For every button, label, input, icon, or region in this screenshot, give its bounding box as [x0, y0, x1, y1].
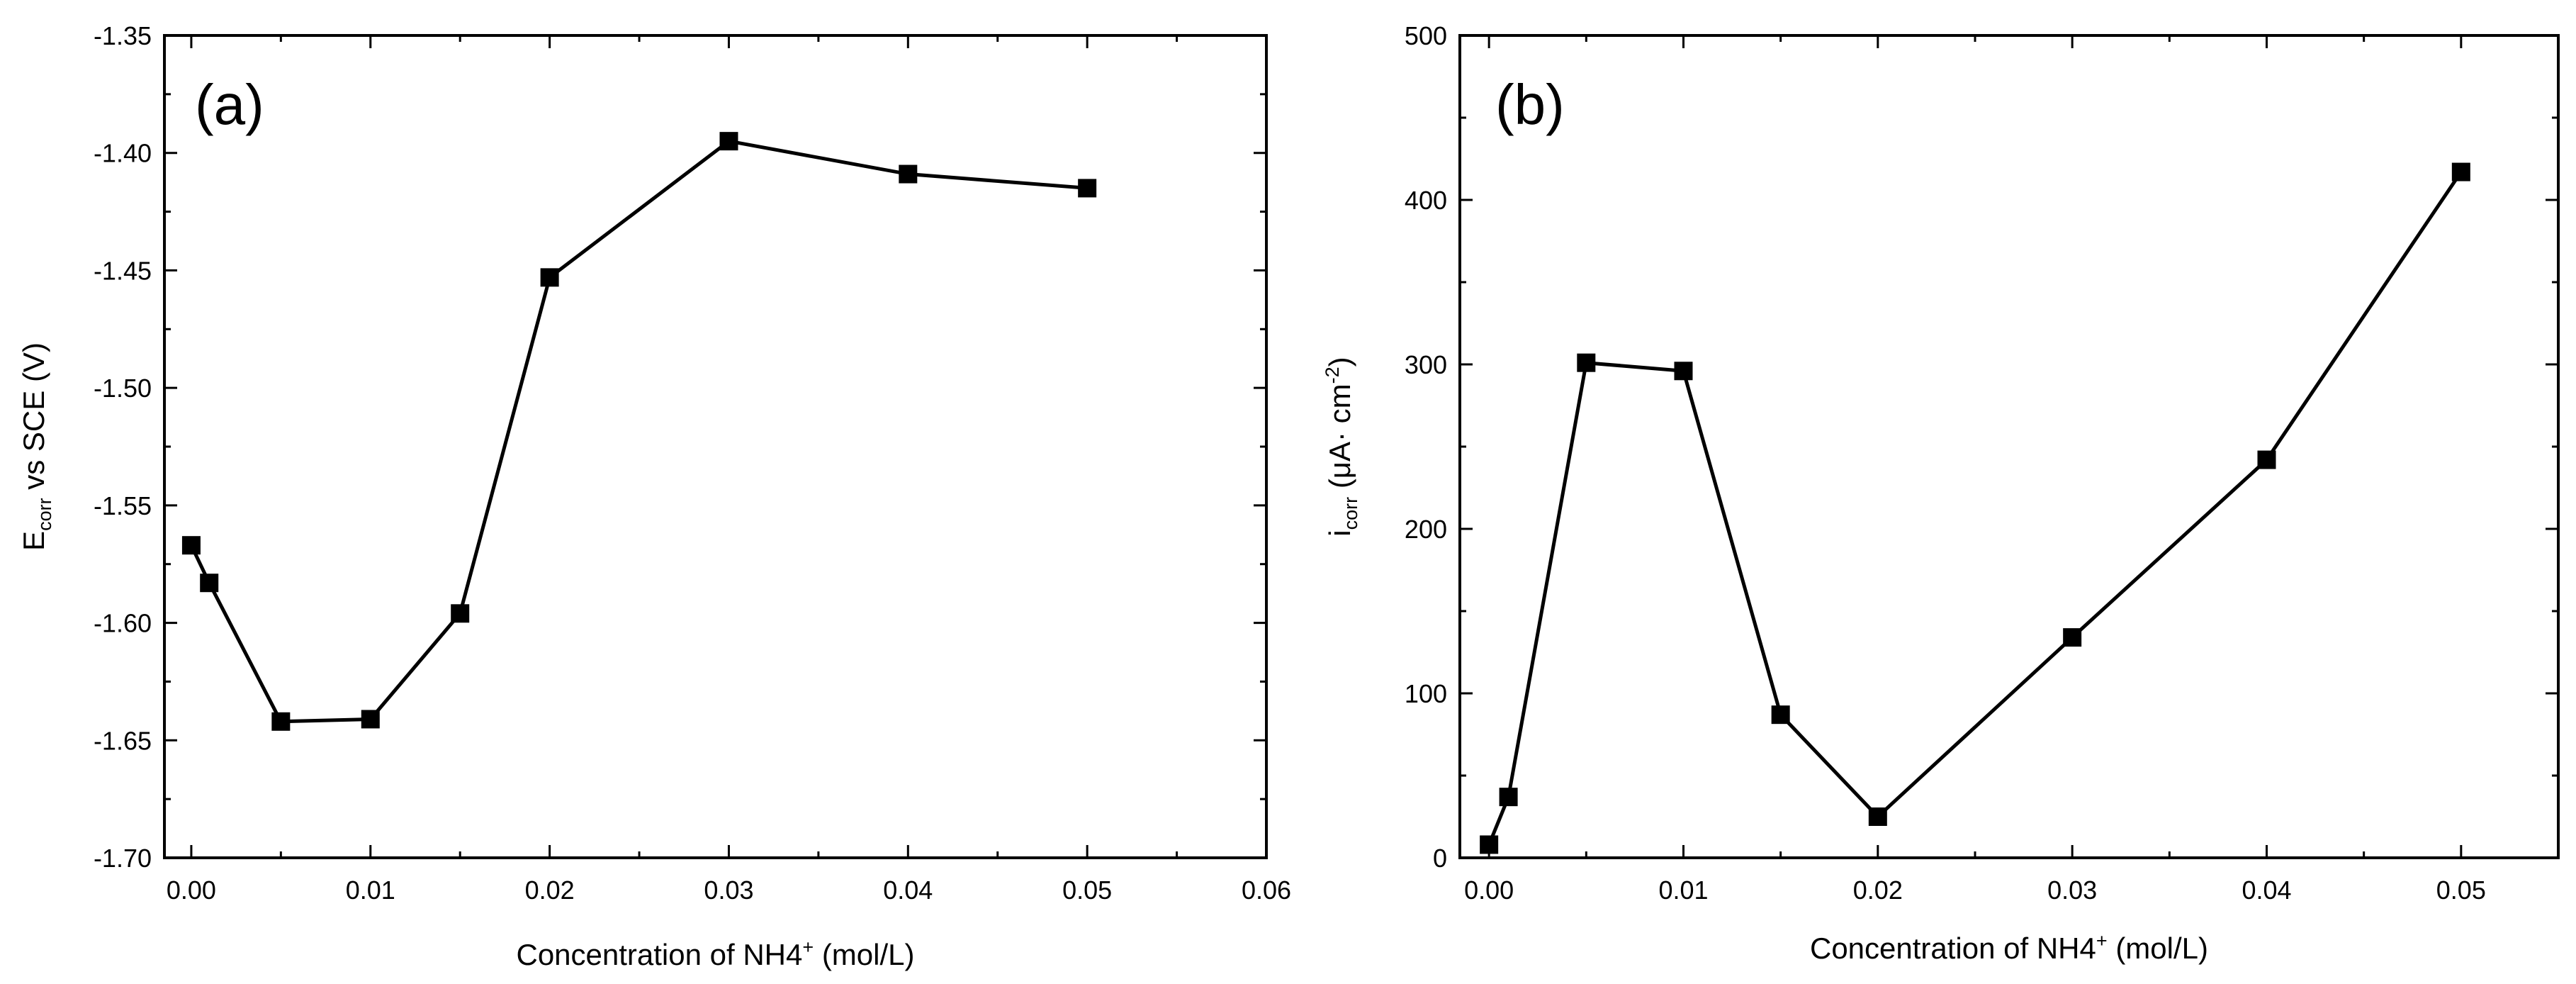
y-tick-label: 300: [1405, 350, 1447, 379]
data-point: [1674, 362, 1693, 381]
plot-frame: [1458, 34, 2560, 859]
series-line: [189, 139, 1088, 724]
y-tick-label: -1.60: [94, 609, 152, 638]
x-axis-title: Concentration of NH4+ (mol/L): [1810, 930, 2208, 965]
x-tick-label: 0.01: [346, 876, 395, 905]
y-tick-label: 500: [1405, 21, 1447, 50]
data-point: [899, 164, 918, 184]
x-tick-label: 0.02: [1853, 876, 1903, 905]
y-tick-label: -1.45: [94, 256, 152, 285]
y-tick-label: -1.55: [94, 491, 152, 520]
x-tick-label: 0.04: [2242, 876, 2291, 905]
data-point: [200, 574, 219, 593]
y-tick-label: -1.50: [94, 374, 152, 403]
plot-frame: [163, 34, 1268, 859]
x-tick-label: 0.06: [1242, 876, 1291, 905]
chart-panel-b: 0.00 0.01 0.02 0.03 0.04 0.05 0 100 200 300 400 500…: [1322, 21, 2560, 965]
data-point: [540, 268, 559, 287]
series-line: [1487, 171, 2463, 846]
data-point: [451, 604, 470, 623]
y-tick-label: 0: [1433, 844, 1447, 873]
data-point: [2257, 450, 2276, 469]
y-axis-title: Ecorr vs SCE (V): [17, 342, 55, 551]
data-point: [1078, 179, 1097, 198]
panel-label: (a): [195, 73, 264, 136]
data-point: [2063, 628, 2082, 647]
panel-label: (b): [1495, 73, 1565, 136]
data-point: [1499, 788, 1518, 807]
y-tick-label: -1.35: [94, 21, 152, 50]
y-tick-label: -1.65: [94, 726, 152, 755]
x-tick-label: 0.00: [1464, 876, 1514, 905]
x-tick-label: 0.04: [883, 876, 933, 905]
y-tick-label: -1.70: [94, 844, 152, 873]
x-tick-label: 0.03: [704, 876, 753, 905]
data-point: [1577, 353, 1596, 372]
y-tick-label: 100: [1405, 679, 1447, 708]
data-point: [361, 710, 380, 729]
y-tick-label: 400: [1405, 186, 1447, 215]
x-tick-label: 0.02: [525, 876, 575, 905]
y-tick-label: 200: [1405, 515, 1447, 544]
data-point: [271, 712, 291, 731]
data-point: [1868, 807, 1887, 826]
data-point: [1480, 835, 1499, 854]
chart-panel-a: 0.00 0.01 0.02 0.03 0.04 0.05 0.06 -1.70 -1.65 -1…: [17, 21, 1291, 971]
x-tick-label: 0.01: [1658, 876, 1708, 905]
x-tick-label: 0.03: [2047, 876, 2097, 905]
y-tick-label: -1.40: [94, 139, 152, 168]
data-point: [1771, 705, 1790, 725]
y-axis-title: icorr (μA· cm-2): [1322, 357, 1361, 536]
x-tick-label: 0.00: [167, 876, 216, 905]
x-tick-label: 0.05: [1062, 876, 1112, 905]
data-point: [181, 536, 201, 555]
data-point: [2451, 162, 2470, 181]
data-point: [719, 132, 738, 151]
x-axis-title: Concentration of NH4+ (mol/L): [516, 937, 914, 971]
x-tick-label: 0.05: [2436, 876, 2486, 905]
